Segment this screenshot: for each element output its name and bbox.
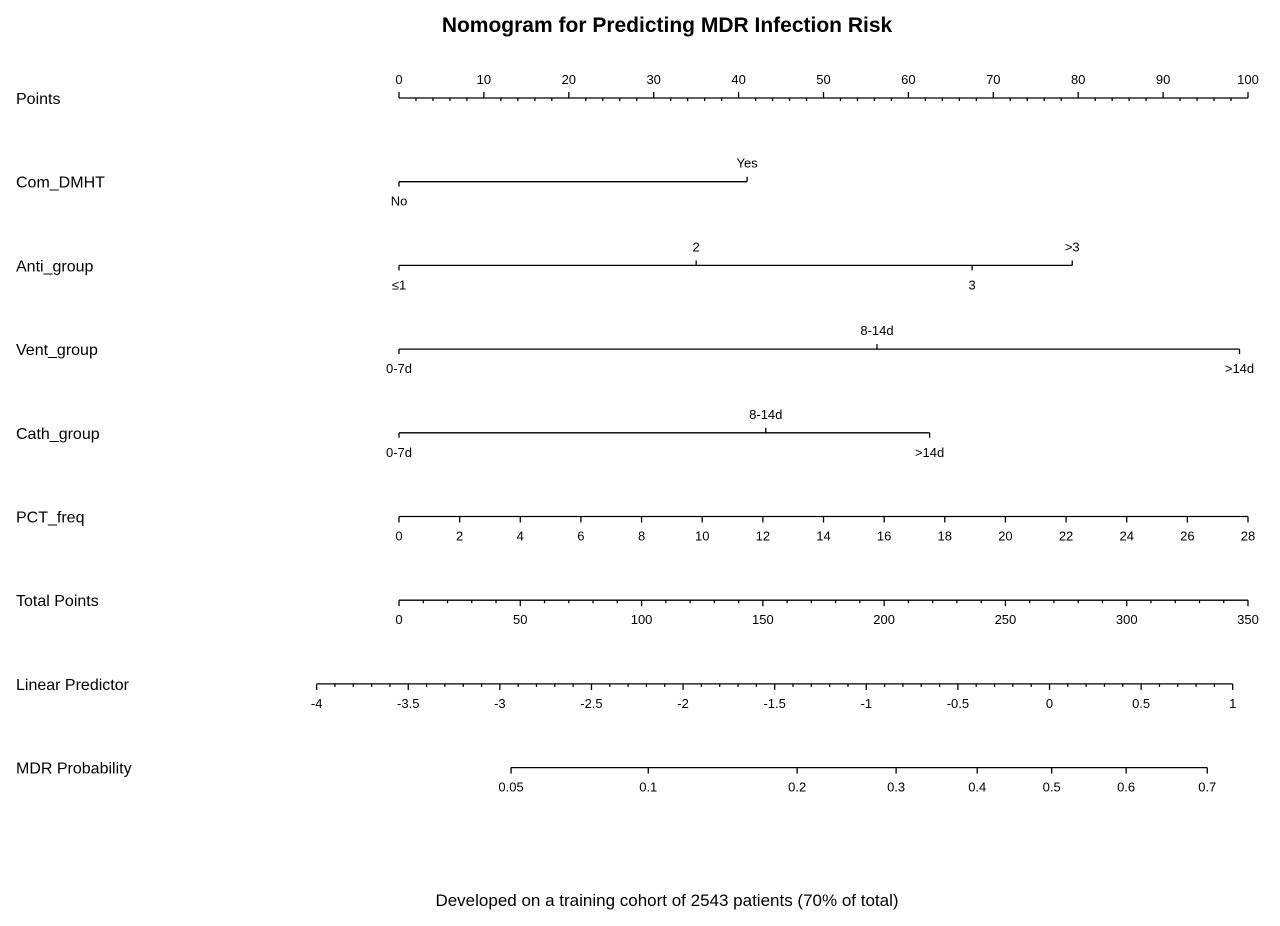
tick-label: 300 [1116,612,1138,627]
tick-label: 100 [1237,72,1259,87]
level-label: No [391,194,408,209]
tick-label: -0.5 [947,696,969,711]
tick-label: 0 [395,72,402,87]
level-label: 3 [968,277,975,292]
tick-label: 50 [816,72,830,87]
tick-label: 10 [695,529,709,544]
tick-label: 50 [513,612,527,627]
tick-label: 0.05 [498,780,523,795]
tick-label: 8 [638,529,645,544]
level-label: >14d [1225,361,1254,376]
tick-label: 26 [1180,529,1194,544]
tick-label: 2 [456,529,463,544]
tick-label: 12 [756,529,770,544]
level-label: 8-14d [860,323,893,338]
level-label: 0-7d [386,361,412,376]
level-label: 2 [693,239,700,254]
tick-label: 0 [395,529,402,544]
tick-label: 350 [1237,612,1259,627]
row-label-cath-group: Cath_group [16,426,100,443]
chart-title: Nomogram for Predicting MDR Infection Ri… [442,14,893,37]
row-label-vent-group: Vent_group [16,342,98,359]
row-points: Points 0 10 20 30 40 50 60 70 80 90 100 [16,72,1259,108]
tick-label: 0.4 [968,780,986,795]
tick-label: 0.5 [1132,696,1150,711]
row-label-linear-predictor: Linear Predictor [16,677,130,694]
tick-label: 24 [1119,529,1133,544]
row-label-points: Points [16,91,60,108]
tick-label: 30 [646,72,660,87]
tick-label: -3 [494,696,506,711]
tick-label: 100 [631,612,653,627]
tick-label: 20 [998,529,1012,544]
tick-label: -1.5 [763,696,785,711]
tick-label: 0.6 [1117,780,1135,795]
chart-footer: Developed on a training cohort of 2543 p… [435,891,898,910]
row-label-anti-group: Anti_group [16,258,93,275]
row-total-points: Total Points 0 50 100 150 200 250 300 350 [16,593,1259,627]
level-label: 0-7d [386,445,412,460]
tick-label: 16 [877,529,891,544]
tick-label: 0.2 [788,780,806,795]
tick-label: 0.7 [1198,780,1216,795]
tick-label: 0.5 [1043,780,1061,795]
tick-label: -4 [311,696,323,711]
tick-label: 80 [1071,72,1085,87]
tick-label: 40 [731,72,745,87]
row-label-pct-freq: PCT_freq [16,510,84,527]
row-com-dmht: Com_DMHT No Yes [16,156,758,209]
row-label-total-points: Total Points [16,593,99,610]
tick-label: 6 [577,529,584,544]
tick-label: 250 [995,612,1017,627]
tick-label: 200 [873,612,895,627]
tick-label: -2.5 [580,696,602,711]
tick-label: -2 [677,696,689,711]
tick-label: 22 [1059,529,1073,544]
tick-label: 14 [816,529,830,544]
level-label: 8-14d [749,407,782,422]
tick-label: 0 [1046,696,1053,711]
level-label: >3 [1065,239,1080,254]
level-label: >14d [915,445,944,460]
tick-label: 20 [562,72,576,87]
tick-label: 1 [1229,696,1236,711]
tick-label: 90 [1156,72,1170,87]
level-label: Yes [736,156,758,171]
tick-label: 28 [1241,529,1255,544]
tick-label: 4 [517,529,524,544]
tick-label: -1 [861,696,873,711]
tick-label: 0.1 [639,780,657,795]
row-anti-group: Anti_group ≤1 2 3 >3 [16,239,1080,292]
row-linear-predictor: Linear Predictor -4 -3.5 -3 -2.5 -2 -1.5 -1 -0.5… [16,677,1236,711]
tick-label: 70 [986,72,1000,87]
tick-label: 60 [901,72,915,87]
tick-label: 0 [395,612,402,627]
tick-label: -3.5 [397,696,419,711]
tick-label: 10 [477,72,491,87]
row-cath-group: Cath_group 0-7d 8-14d >14d [16,407,944,460]
row-label-com-dmht: Com_DMHT [16,175,105,192]
row-mdr-probability: MDR Probability 0.05 0.1 0.2 0.3 0.4 0.5 0.6 0.7 [16,761,1216,795]
tick-label: 150 [752,612,774,627]
tick-label: 18 [938,529,952,544]
row-vent-group: Vent_group 0-7d 8-14d >14d [16,323,1254,376]
tick-label: 0.3 [887,780,905,795]
level-label: ≤1 [392,277,406,292]
row-label-mdr-probability: MDR Probability [16,761,132,778]
